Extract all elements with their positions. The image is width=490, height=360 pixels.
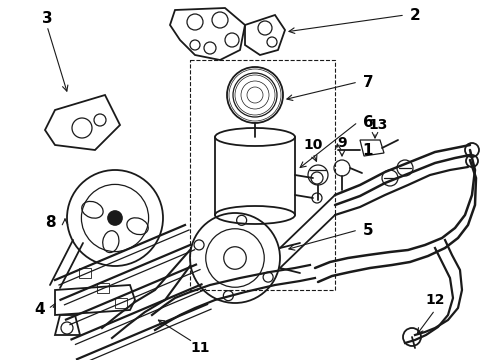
Circle shape <box>108 211 122 225</box>
Text: 4: 4 <box>35 302 45 318</box>
Text: 13: 13 <box>368 118 388 132</box>
Text: 9: 9 <box>337 136 347 150</box>
Text: 11: 11 <box>190 341 210 355</box>
Text: 7: 7 <box>363 75 373 90</box>
Bar <box>190 60 335 290</box>
Text: 3: 3 <box>42 10 52 26</box>
Text: 6: 6 <box>363 114 373 130</box>
Text: 10: 10 <box>303 138 323 152</box>
Text: 12: 12 <box>425 293 445 307</box>
Text: 5: 5 <box>363 222 373 238</box>
Text: 8: 8 <box>45 215 55 230</box>
Text: 1: 1 <box>363 143 373 158</box>
Text: 2: 2 <box>410 8 420 23</box>
